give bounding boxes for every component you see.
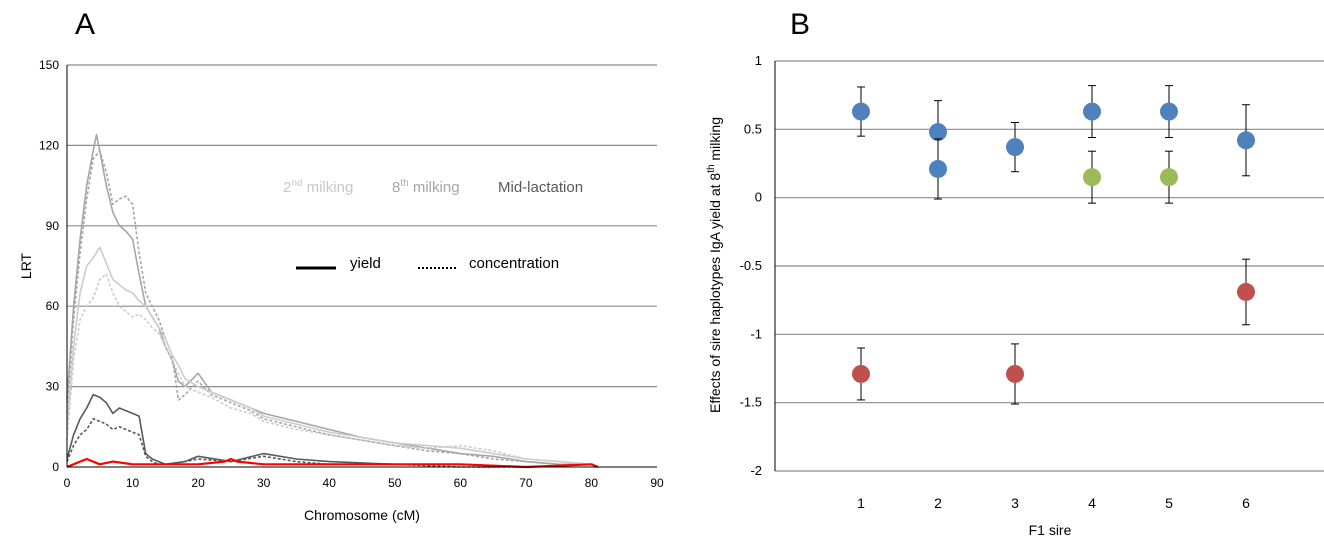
chart-b-gridlines [775,60,1324,472]
chart-a-x-axis-label: Chromosome (cM) [304,507,420,523]
legend-mid-lactation: Mid-lactation [498,179,583,196]
chart-b-data-point [1083,85,1101,139]
chart-b-x-tick-label: 4 [1088,495,1096,511]
chart-b-x-axis-label: F1 sire [1029,522,1072,538]
chart-b-data-point [852,86,870,137]
chart-b-data-point [1083,150,1101,204]
legend-8th-milking-text: milking [409,179,460,196]
chart-a-x-tick-label: 70 [519,476,533,490]
chart-a-x-tick-label: 80 [585,476,599,490]
chart-b-y-tick-label: 0.5 [744,121,762,136]
chart-a-tick-labels: 0 30 60 90 120 150 0 10 20 30 40 50 60 70 80 90 [39,58,664,490]
chart-a-y-tick-label: 150 [39,58,59,72]
legend-yield-label: yield [350,255,381,272]
chart-b-marker [1006,364,1024,383]
chart-b-marker [1083,168,1101,187]
chart-a-legend: 2nd milking 8th milking Mid-lactation yi… [283,178,583,272]
chart-b-x-tick-label: 5 [1165,495,1173,511]
chart-b-y-tick-label: -1.5 [740,395,762,410]
chart-a-y-tick-label: 0 [52,460,59,474]
panel-label-a: A [75,8,96,41]
chart-a-gridlines [67,64,657,388]
chart-a-series-line [66,133,599,468]
chart-a-x-tick-label: 40 [323,476,337,490]
chart-a-series-line [66,273,592,466]
chart-a-y-tick-label: 120 [39,138,59,152]
chart-a-x-tick-label: 50 [388,476,402,490]
chart-b-marker [1237,282,1255,301]
chart-b-y-tick-label: -0.5 [740,258,762,273]
chart-b-data-point [1160,150,1178,204]
legend-8th-milking-superscript: th [400,178,408,189]
chart-b-y-tick-label: -2 [750,463,762,478]
chart-b-marker [1160,102,1178,121]
chart-b-y-tick-label: 1 [755,53,762,68]
chart-b-data-point [929,138,947,200]
legend-2nd-milking-number: 2 [283,179,291,196]
chart-a-x-tick-label: 10 [126,476,140,490]
chart-a-x-tick-label: 90 [650,476,664,490]
chart-b-x-tick-label: 3 [1011,495,1019,511]
panel-label-b: B [790,8,811,41]
chart-a: 0 30 60 90 120 150 0 10 20 30 40 50 60 70 80 90 Chromos… [18,58,664,523]
chart-b-data-point [1237,258,1255,326]
chart-a-axes [66,65,657,468]
chart-b-marker [929,159,947,178]
chart-b-tick-labels: 1 0.5 0 -0.5 -1 -1.5 -2 1 2 3 4 5 6 [740,53,1251,511]
chart-a-x-tick-label: 20 [191,476,205,490]
legend-8th-milking: 8th milking [392,178,460,196]
chart-a-x-tick-label: 60 [454,476,468,490]
chart-b-y-tick-label: 0 [755,190,762,205]
chart-b-marker [1160,168,1178,187]
chart-b-y-axis-label-main: Effects of sire haplotypes IgA yield at … [707,173,723,413]
chart-b-marker [929,123,947,142]
chart-b-x-tick-label: 6 [1242,495,1250,511]
chart-b-marker [852,102,870,121]
chart-a-series-line [66,393,526,468]
chart-a-y-tick-label: 90 [46,219,60,233]
chart-b-x-tick-label: 2 [934,495,942,511]
legend-2nd-milking: 2nd milking [283,178,353,196]
chart-a-y-tick-label: 30 [46,380,60,394]
legend-2nd-milking-text: milking [302,179,353,196]
legend-8th-milking-number: 8 [392,179,400,196]
chart-a-x-tick-label: 30 [257,476,271,490]
chart-b-y-axis-label: Effects of sire haplotypes IgA yield at … [706,117,723,413]
chart-b-y-axis-label-end: milking [707,117,723,164]
chart-a-series-line [66,150,599,468]
chart-b-data-point [1006,122,1024,173]
chart-b-data-point [852,347,870,401]
chart-b-marker [852,364,870,383]
chart-b-marker [1237,131,1255,150]
chart-a-y-axis-label: LRT [18,252,34,279]
chart-b-data-point [1160,85,1178,139]
chart-b: 1 0.5 0 -0.5 -1 -1.5 -2 1 2 3 4 5 6 F1 sire Effects … [706,53,1324,538]
chart-a-x-tick-label: 0 [64,476,71,490]
chart-b-data-point [1006,343,1024,405]
chart-a-series-line [66,246,592,466]
legend-concentration-label: concentration [469,255,559,272]
legend-2nd-milking-superscript: nd [291,178,302,189]
chart-b-x-tick-label: 1 [857,495,865,511]
chart-b-marker [1006,138,1024,157]
chart-b-y-tick-label: -1 [750,326,762,341]
chart-a-y-tick-label: 60 [46,299,60,313]
chart-b-data-point [1237,104,1255,177]
chart-b-y-axis-label-sup: th [706,164,717,172]
chart-b-marker [1083,102,1101,121]
chart-a-series-line [66,417,526,468]
chart-a-series [66,133,599,469]
chart-a-series-line [66,457,599,469]
chart-b-points [852,85,1255,405]
